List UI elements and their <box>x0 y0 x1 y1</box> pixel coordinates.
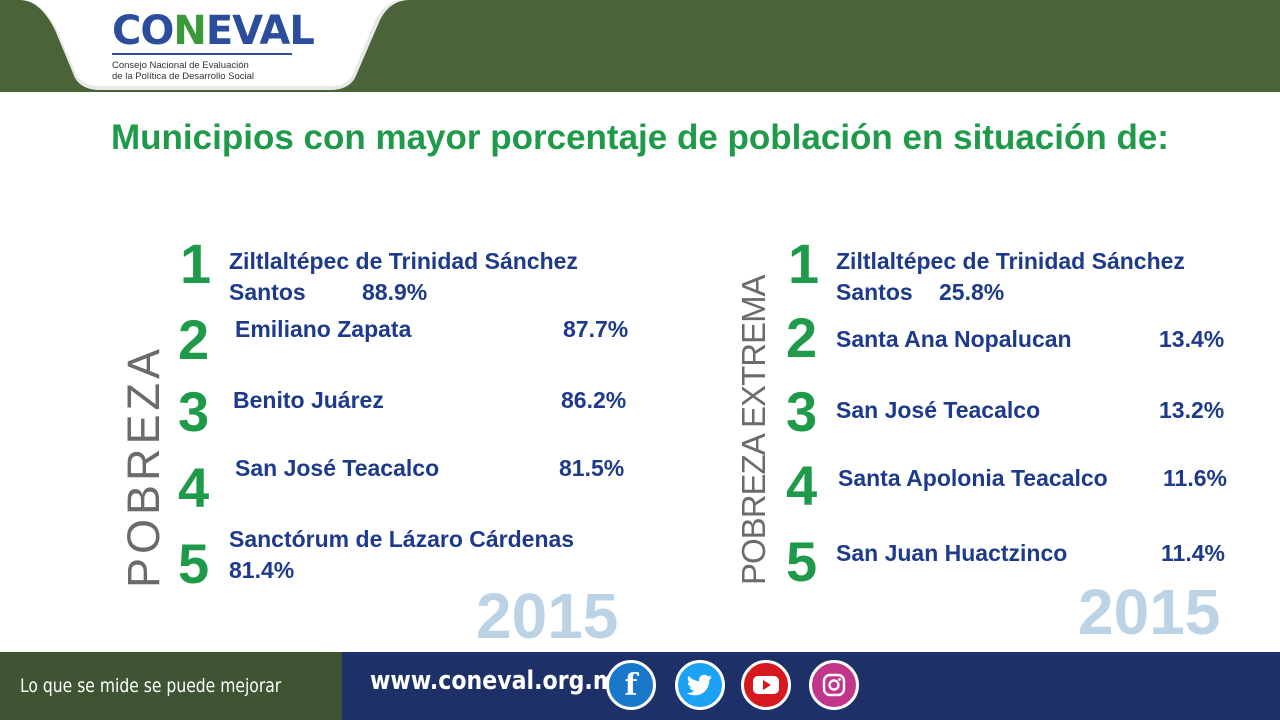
municipio-name: San Juan Huactzinco <box>836 540 1068 566</box>
municipio-pct: 87.7% <box>563 316 629 342</box>
rank-number: 1 <box>180 232 212 295</box>
twitter-icon[interactable] <box>675 660 725 710</box>
instagram-camera-glyph <box>822 673 846 697</box>
municipio-name: Ziltlaltépec de Trinidad Sánchez <box>836 248 1185 274</box>
municipio-name-cont: Santos <box>836 279 913 305</box>
municipio-pct: 11.4% <box>1161 540 1225 566</box>
youtube-icon[interactable] <box>741 660 791 710</box>
municipio-name: Benito Juárez <box>233 387 384 413</box>
municipio-name: Sanctórum de Lázaro Cárdenas <box>229 526 575 552</box>
page-title: Municipios con mayor porcentaje de pobla… <box>111 118 1169 157</box>
municipio-name: Santa Apolonia Teacalco <box>838 465 1108 491</box>
footer-slogan: Lo que se mide se puede mejorar <box>20 675 282 697</box>
logo-tab-shape <box>0 0 410 90</box>
rank-number: 2 <box>178 308 210 371</box>
municipio-pct: 25.8% <box>939 279 1005 305</box>
rank-number: 4 <box>178 456 210 519</box>
municipio-pct: 81.5% <box>559 455 625 481</box>
rank-number: 1 <box>788 232 820 295</box>
municipio-name: Ziltlaltépec de Trinidad Sánchez <box>229 248 578 274</box>
youtube-play-glyph <box>753 676 779 694</box>
municipio-pct: 81.4% <box>229 557 295 583</box>
municipio-pct: 13.4% <box>1159 326 1225 352</box>
logo-sub-line2: de la Política de Desarrollo Social <box>112 71 255 82</box>
rank-number: 5 <box>786 530 818 593</box>
municipio-name: San José Teacalco <box>235 455 440 481</box>
footer-slogan-panel: Lo que se mide se puede mejorar <box>0 652 342 720</box>
logo-subtitle: Consejo Nacional de Evaluación de la Pol… <box>112 60 254 82</box>
instagram-icon[interactable] <box>809 660 859 710</box>
municipio-pct: 86.2% <box>561 387 627 413</box>
facebook-icon[interactable]: f <box>606 660 656 710</box>
rank-number: 5 <box>178 532 210 595</box>
header-bar: CONEVAL Consejo Nacional de Evaluación d… <box>0 0 1280 92</box>
rank-number: 3 <box>178 380 210 443</box>
logo-divider <box>112 53 292 55</box>
municipio-name: Emiliano Zapata <box>235 316 412 342</box>
year-label: 2015 <box>1078 576 1221 648</box>
pobreza-label: POBREZA <box>118 344 169 588</box>
coneval-logo[interactable]: CONEVAL <box>112 8 315 54</box>
website-url: www.coneval.org.mx <box>370 666 631 696</box>
rank-number: 3 <box>786 380 818 443</box>
pobreza-extrema-label: POBREZA EXTREMA <box>735 275 772 585</box>
municipio-pct: 13.2% <box>1159 397 1225 423</box>
municipio-name: San José Teacalco <box>836 397 1041 423</box>
municipio-name: Santa Ana Nopalucan <box>836 326 1072 352</box>
rank-number: 2 <box>786 306 818 369</box>
municipio-pct: 11.6% <box>1163 465 1227 491</box>
year-label: 2015 <box>476 580 619 652</box>
logo-sub-line1: Consejo Nacional de Evaluación <box>112 60 249 71</box>
municipio-pct: 88.9% <box>362 279 428 305</box>
rank-number: 4 <box>786 454 818 517</box>
twitter-bird-glyph <box>687 674 712 696</box>
municipio-name-cont: Santos <box>229 279 306 305</box>
website-link[interactable]: www.coneval.org.mx <box>370 666 676 696</box>
